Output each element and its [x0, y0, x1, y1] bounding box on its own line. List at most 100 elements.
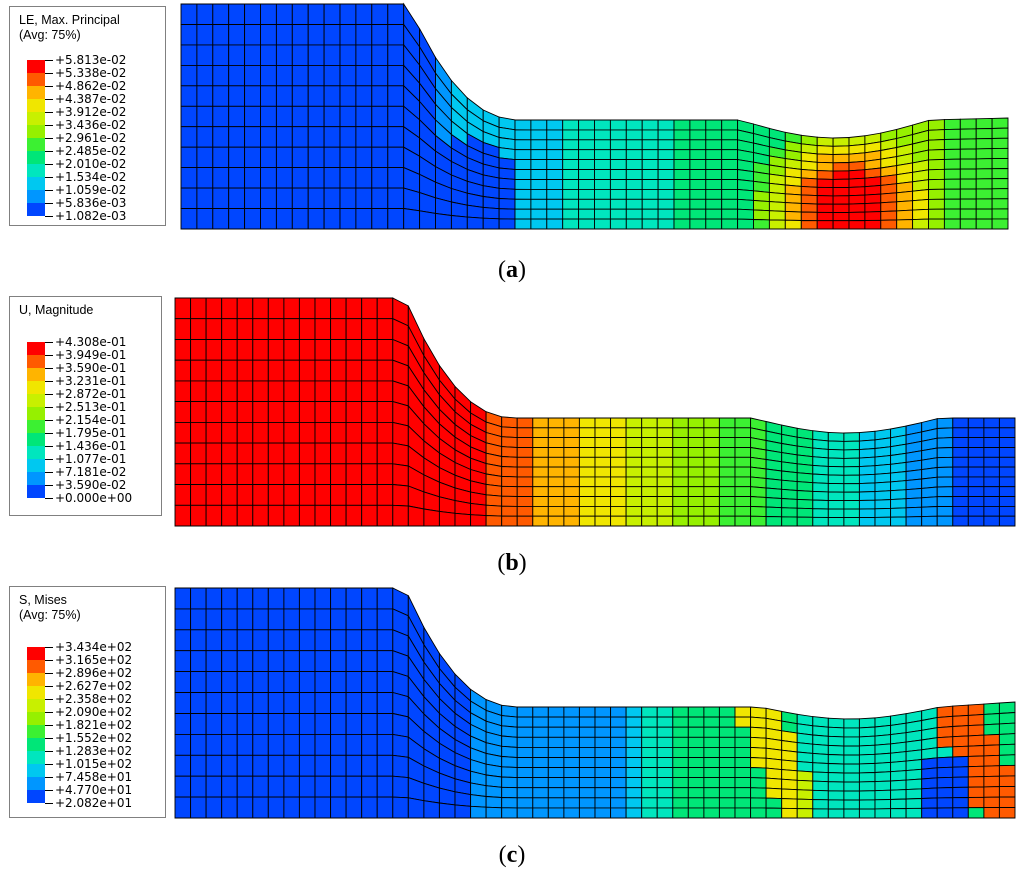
mesh-element: [943, 158, 961, 170]
mesh-element: [298, 629, 316, 652]
mesh-element: [998, 476, 1016, 488]
mesh-element: [355, 146, 373, 169]
mesh-element: [800, 194, 818, 205]
mesh-element: [784, 184, 802, 196]
mesh-element: [812, 473, 829, 484]
mesh-element: [355, 126, 373, 148]
mesh-element: [307, 64, 325, 87]
mesh-element: [361, 442, 378, 465]
mesh-element: [750, 767, 767, 779]
mesh-element: [625, 149, 643, 161]
mesh-element: [291, 64, 309, 87]
mesh-element: [816, 170, 834, 180]
mesh-element: [991, 117, 1009, 129]
mesh-element: [991, 208, 1009, 220]
mesh-element: [721, 198, 739, 210]
mesh-element: [221, 587, 238, 610]
mesh-element: [912, 198, 929, 211]
mesh-element: [848, 177, 866, 188]
mesh-element: [298, 463, 316, 485]
mesh-element: [625, 505, 643, 517]
mesh-element: [998, 701, 1016, 714]
mesh-element: [718, 767, 736, 779]
mesh-element: [594, 757, 612, 768]
mesh-element: [298, 401, 316, 423]
mesh-element: [314, 401, 332, 423]
mesh-element: [298, 339, 316, 361]
legend-swatch: [27, 203, 45, 216]
mesh-element: [392, 775, 409, 799]
mesh-element: [267, 608, 285, 631]
mesh-element: [205, 754, 223, 777]
mesh-element: [672, 716, 689, 728]
mesh-element: [959, 218, 977, 230]
mesh-element: [718, 496, 736, 507]
mesh-element: [578, 767, 596, 779]
mesh-element: [703, 496, 720, 507]
mesh-element: [516, 716, 534, 728]
mesh-element: [371, 105, 389, 128]
mesh-element: [260, 85, 277, 107]
mesh-element: [905, 788, 923, 800]
mesh-element: [905, 768, 923, 781]
mesh-element: [547, 427, 565, 439]
mesh-element: [291, 187, 309, 209]
mesh-element: [387, 126, 405, 148]
mesh-element: [392, 463, 409, 487]
mesh-element: [190, 359, 207, 382]
mesh-element: [205, 463, 223, 485]
mesh-element: [641, 736, 658, 748]
mesh-element: [998, 764, 1016, 777]
mesh-element: [816, 136, 834, 147]
mesh-element: [672, 437, 689, 448]
mesh-element: [578, 706, 596, 718]
mesh-element: [594, 486, 612, 497]
mesh-element: [267, 421, 285, 444]
mesh-element: [952, 456, 969, 468]
mesh-element: [827, 482, 845, 493]
mesh-element: [703, 746, 720, 758]
mesh-element: [672, 736, 689, 748]
mesh-element: [516, 496, 534, 507]
mesh-element: [307, 44, 325, 66]
mesh-element: [314, 671, 332, 693]
mesh-element: [221, 318, 238, 340]
mesh-element: [928, 198, 945, 210]
mesh-element: [843, 517, 860, 527]
mesh-element: [190, 775, 207, 798]
mesh-element: [267, 754, 285, 777]
mesh-element: [641, 188, 659, 200]
mesh-element: [672, 746, 689, 758]
mesh-element: [959, 158, 977, 170]
mesh-element: [267, 297, 285, 320]
mesh-element: [921, 807, 938, 819]
mesh-element: [734, 437, 752, 448]
mesh-element: [827, 474, 845, 485]
mesh-element: [547, 476, 565, 488]
mesh-element: [260, 167, 277, 189]
mesh-element: [190, 401, 207, 423]
mesh-element: [781, 516, 798, 527]
mesh-element: [563, 417, 580, 429]
mesh-element: [625, 427, 643, 439]
mesh-element: [361, 484, 378, 506]
mesh-element: [858, 448, 876, 459]
mesh-element: [656, 777, 674, 789]
mesh-element: [345, 650, 363, 673]
mesh-element: [190, 587, 207, 610]
mesh-element: [547, 447, 565, 458]
mesh-element: [236, 671, 254, 693]
mesh-element: [267, 401, 285, 423]
mesh-element: [672, 706, 689, 718]
mesh-element: [952, 735, 969, 748]
mesh-element: [212, 126, 230, 148]
mesh-element: [314, 754, 332, 777]
mesh-element: [952, 417, 969, 429]
legend-tick-label: +2.896e+02: [45, 667, 132, 680]
mesh-element: [283, 608, 300, 631]
mesh-element: [657, 149, 675, 161]
mesh-element: [703, 476, 720, 488]
mesh-element: [180, 44, 198, 66]
mesh-element: [578, 159, 595, 170]
mesh-element: [781, 479, 798, 491]
